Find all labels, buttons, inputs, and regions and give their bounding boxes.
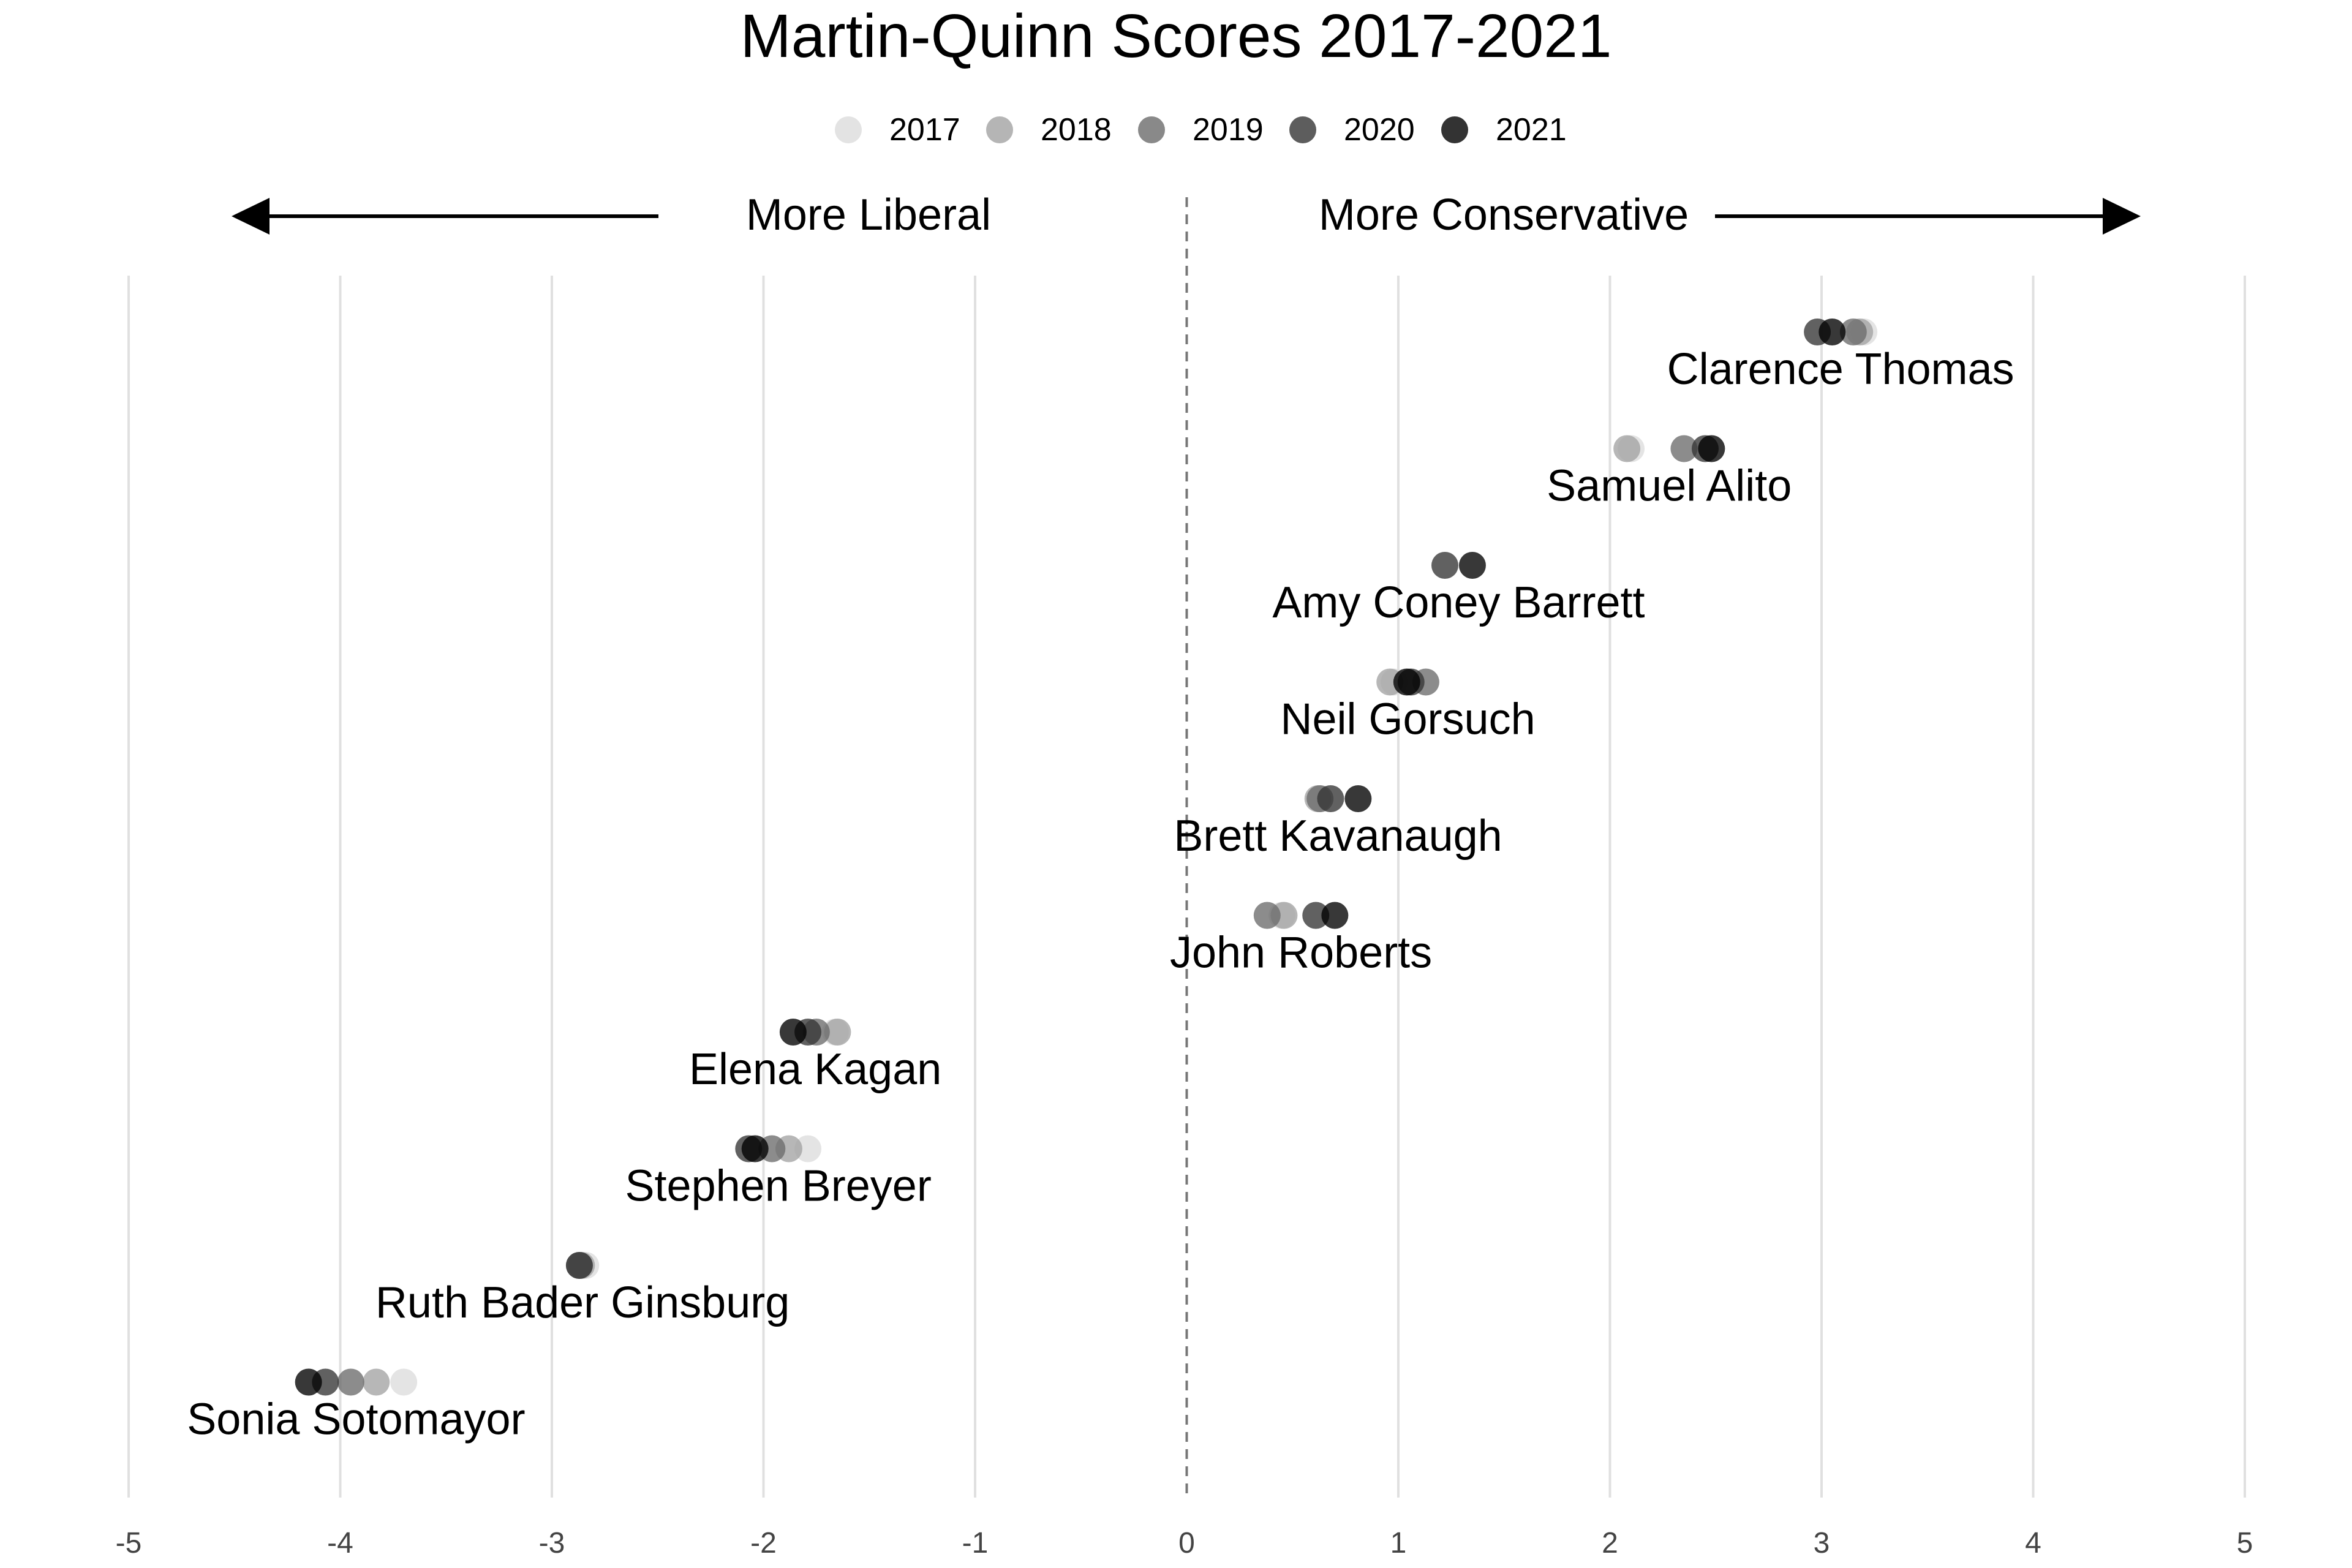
legend-label-2017: 2017: [889, 112, 960, 148]
x-tick-label: -2: [750, 1527, 777, 1559]
justice-labels: Clarence Thomas Samuel Alito Amy Coney Bar…: [187, 345, 2014, 1444]
justice-label-brett-kavanaugh: Brett Kavanaugh: [1174, 812, 1502, 861]
point-clarence-thomas-2019: [1839, 318, 1867, 345]
legend-label-2021: 2021: [1496, 112, 1567, 148]
point-stephen-breyer-2017: [794, 1135, 822, 1163]
justice-label-sonia-sotomayor: Sonia Sotomayor: [187, 1395, 525, 1444]
x-tick-label: 2: [1602, 1527, 1618, 1559]
justice-label-samuel-alito: Samuel Alito: [1547, 462, 1792, 511]
legend-label-2018: 2018: [1041, 112, 1112, 148]
direction-annotations: More Liberal More Conservative: [232, 190, 2141, 239]
more-conservative-label: More Conservative: [1319, 190, 1689, 239]
justice-label-neil-gorsuch: Neil Gorsuch: [1280, 695, 1535, 744]
point-amy-coney-barrett-2021: [1458, 552, 1486, 579]
justice-label-elena-kagan: Elena Kagan: [689, 1045, 941, 1094]
point-amy-coney-barrett-2020: [1431, 552, 1459, 579]
legend-label-2020: 2020: [1344, 112, 1415, 148]
data-points: [295, 318, 1878, 1396]
x-tick-label: 0: [1178, 1527, 1195, 1559]
x-tick-label: -5: [116, 1527, 142, 1559]
point-neil-gorsuch-2021: [1393, 668, 1420, 696]
x-tick-labels: -5 -4 -3 -2 -1 0 1 2 3 4 5: [116, 1527, 2253, 1559]
justice-label-john-roberts: John Roberts: [1170, 929, 1432, 978]
point-elena-kagan-2018: [824, 1019, 851, 1046]
point-samuel-alito-2019: [1670, 435, 1698, 462]
justice-label-ruth-bader-ginsburg: Ruth Bader Ginsburg: [375, 1278, 790, 1327]
point-sonia-sotomayor-2021: [295, 1368, 322, 1396]
point-john-roberts-2019: [1253, 902, 1281, 929]
x-tick-label: 5: [2237, 1527, 2253, 1559]
point-brett-kavanaugh-2021: [1344, 785, 1372, 812]
legend-label-2019: 2019: [1193, 112, 1264, 148]
point-sonia-sotomayor-2017: [390, 1368, 418, 1396]
conservative-arrow-head: [2103, 198, 2141, 235]
justice-label-clarence-thomas: Clarence Thomas: [1667, 345, 2015, 394]
legend-marker-2017: [835, 116, 862, 143]
point-john-roberts-2020: [1302, 902, 1330, 929]
point-stephen-breyer-2021: [741, 1135, 769, 1163]
x-tick-label: -4: [327, 1527, 353, 1559]
grid-lines: [127, 197, 2246, 1498]
point-elena-kagan-2021: [779, 1019, 807, 1046]
point-clarence-thomas-2021: [1819, 318, 1846, 345]
legend-marker-2020: [1289, 116, 1316, 143]
legend-marker-2018: [986, 116, 1013, 143]
legend: 2017 2018 2019 2020 2021: [835, 112, 1567, 148]
legend-marker-2019: [1138, 116, 1165, 143]
x-tick-label: 3: [1814, 1527, 1830, 1559]
x-tick-label: 1: [1390, 1527, 1407, 1559]
point-samuel-alito-2018: [1613, 435, 1641, 462]
justice-label-amy-coney-barrett: Amy Coney Barrett: [1272, 578, 1645, 627]
legend-marker-2021: [1441, 116, 1468, 143]
x-tick-label: -1: [962, 1527, 989, 1559]
point-ruth-bader-ginsburg-2020: [565, 1252, 593, 1279]
point-samuel-alito-2021: [1698, 435, 1725, 462]
x-tick-label: 4: [2025, 1527, 2041, 1559]
point-john-roberts-2021: [1321, 902, 1349, 929]
x-tick-label: -3: [539, 1527, 565, 1559]
chart-title: Martin-Quinn Scores 2017-2021: [741, 2, 1612, 70]
liberal-arrow-head: [232, 198, 270, 235]
justice-label-stephen-breyer: Stephen Breyer: [625, 1162, 932, 1211]
point-sonia-sotomayor-2018: [363, 1368, 390, 1396]
point-sonia-sotomayor-2019: [337, 1368, 364, 1396]
point-brett-kavanaugh-2020: [1317, 785, 1344, 812]
more-liberal-label: More Liberal: [746, 190, 991, 239]
